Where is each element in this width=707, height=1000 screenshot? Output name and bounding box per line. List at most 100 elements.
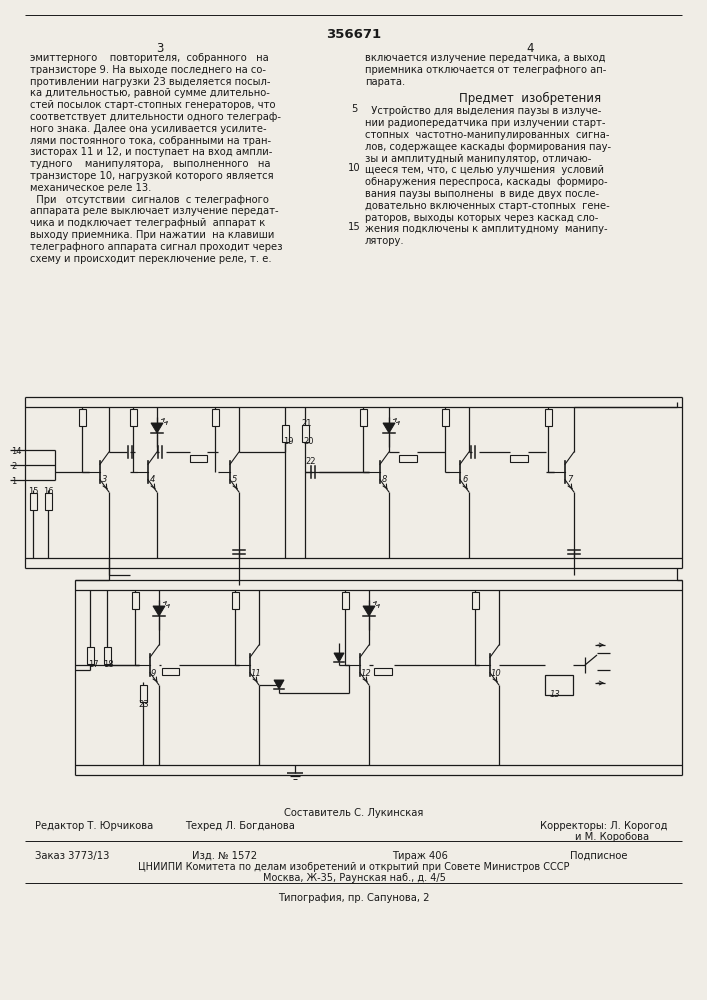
Text: 20: 20 [303, 437, 313, 446]
Text: 5: 5 [232, 475, 238, 484]
Bar [302, 425, 309, 442]
Text: раторов, выходы которых через каскад сло-: раторов, выходы которых через каскад сло… [365, 213, 598, 223]
Text: ка длительностью, равной сумме длительно-: ка длительностью, равной сумме длительно… [30, 88, 270, 98]
Bar [360, 409, 367, 426]
Bar [442, 409, 449, 426]
Text: включается излучение передатчика, а выход: включается излучение передатчика, а выхо… [365, 53, 605, 63]
Text: При   отсутствии  сигналов  с телеграфного: При отсутствии сигналов с телеграфного [30, 195, 269, 205]
Text: Редактор Т. Юрчикова: Редактор Т. Юрчикова [35, 821, 153, 831]
Text: 12: 12 [361, 669, 372, 678]
Text: парата.: парата. [365, 77, 405, 87]
Text: вания паузы выполнены  в виде двух после-: вания паузы выполнены в виде двух после- [365, 189, 599, 199]
Text: ного знака. Далее она усиливается усилите-: ного знака. Далее она усиливается усилит… [30, 124, 267, 134]
Text: лов, содержащее каскады формирования пау-: лов, содержащее каскады формирования пау… [365, 142, 611, 152]
Text: 14: 14 [11, 447, 21, 456]
Text: соответствует длительности одного телеграф-: соответствует длительности одного телегр… [30, 112, 281, 122]
Text: 9: 9 [151, 669, 156, 678]
Text: лями постоянного тока, собранными на тран-: лями постоянного тока, собранными на тра… [30, 136, 271, 146]
Text: 4: 4 [150, 475, 156, 484]
Text: тудного    манипулятора,   выполненного   на: тудного манипулятора, выполненного на [30, 159, 271, 169]
Bar [374, 668, 392, 675]
Polygon shape [334, 653, 344, 662]
Bar [130, 409, 137, 426]
Text: Составитель С. Лукинская: Составитель С. Лукинская [284, 808, 423, 818]
Text: жения подключены к амплитудному  манипу-: жения подключены к амплитудному манипу- [365, 224, 607, 234]
Text: нии радиопередатчика при излучении старт-: нии радиопередатчика при излучении старт… [365, 118, 605, 128]
Polygon shape [274, 680, 284, 689]
Bar [87, 647, 94, 664]
Text: 22: 22 [305, 457, 315, 466]
Text: транзисторе 9. На выходе последнего на со-: транзисторе 9. На выходе последнего на с… [30, 65, 266, 75]
Text: 10: 10 [348, 163, 361, 173]
Text: 3: 3 [102, 475, 107, 484]
Bar [510, 455, 528, 462]
Bar [30, 493, 37, 510]
Polygon shape [383, 423, 395, 433]
Text: механическое реле 13.: механическое реле 13. [30, 183, 151, 193]
Text: 5: 5 [351, 104, 357, 114]
Text: Москва, Ж-35, Раунская наб., д. 4/5: Москва, Ж-35, Раунская наб., д. 4/5 [262, 873, 445, 883]
Text: ЦНИИПИ Комитета по делам изобретений и открытий при Совете Министров СССР: ЦНИИПИ Комитета по делам изобретений и о… [139, 862, 570, 872]
Text: 15: 15 [28, 487, 38, 496]
Text: 356671: 356671 [327, 28, 382, 41]
Text: Изд. № 1572: Изд. № 1572 [192, 851, 257, 861]
Bar [79, 409, 86, 426]
Text: транзисторе 10, нагрузкой которого является: транзисторе 10, нагрузкой которого являе… [30, 171, 274, 181]
Text: приемника отключается от телеграфного ап-: приемника отключается от телеграфного ап… [365, 65, 607, 75]
Bar [232, 592, 239, 609]
Text: Подписное: Подписное [570, 851, 628, 861]
Text: 11: 11 [251, 669, 262, 678]
Polygon shape [363, 606, 375, 616]
Text: выходу приемника. При нажатии  на клавиши: выходу приемника. При нажатии на клавиши [30, 230, 274, 240]
Text: 2: 2 [11, 462, 16, 471]
Text: 18: 18 [103, 660, 114, 669]
Polygon shape [151, 423, 163, 433]
Bar [545, 409, 552, 426]
Text: чика и подключает телеграфный  аппарат к: чика и подключает телеграфный аппарат к [30, 218, 265, 228]
Text: 13: 13 [550, 690, 561, 699]
Text: лятору.: лятору. [365, 236, 404, 246]
Bar [212, 409, 219, 426]
Text: и М. Коробова: и М. Коробова [575, 832, 649, 842]
Bar [162, 668, 179, 675]
Text: телеграфного аппарата сигнал проходит через: телеграфного аппарата сигнал проходит че… [30, 242, 283, 252]
Text: 21: 21 [301, 419, 312, 428]
Text: Предмет  изобретения: Предмет изобретения [459, 92, 601, 105]
Text: 19: 19 [283, 437, 293, 446]
Text: 1: 1 [11, 477, 16, 486]
Polygon shape [153, 606, 165, 616]
Text: 10: 10 [491, 669, 502, 678]
Text: 6: 6 [462, 475, 467, 484]
Text: 15: 15 [348, 222, 361, 232]
Text: стопных  частотно-манипулированных  сигна-: стопных частотно-манипулированных сигна- [365, 130, 609, 140]
Bar [104, 647, 111, 664]
Text: Тираж 406: Тираж 406 [392, 851, 448, 861]
Text: стей посылок старт-стопных генераторов, что: стей посылок старт-стопных генераторов, … [30, 100, 276, 110]
Text: обнаружения переспроса, каскады  формиро-: обнаружения переспроса, каскады формиро- [365, 177, 607, 187]
Text: аппарата реле выключает излучение передат-: аппарата реле выключает излучение переда… [30, 206, 279, 216]
Text: Типография, пр. Сапунова, 2: Типография, пр. Сапунова, 2 [279, 893, 430, 903]
Text: зы и амплитудный манипулятор, отличаю-: зы и амплитудный манипулятор, отличаю- [365, 154, 591, 164]
Text: эмиттерного    повторителя,  собранного   на: эмиттерного повторителя, собранного на [30, 53, 269, 63]
Text: Заказ 3773/13: Заказ 3773/13 [35, 851, 110, 861]
Bar [342, 592, 349, 609]
Text: 3: 3 [156, 42, 164, 55]
Bar [140, 685, 147, 702]
Bar [545, 675, 573, 695]
Text: довательно включенных старт-стопных  гене-: довательно включенных старт-стопных гене… [365, 201, 609, 211]
Text: 16: 16 [43, 487, 54, 496]
Text: схему и происходит переключение реле, т. е.: схему и происходит переключение реле, т.… [30, 254, 271, 264]
Text: 8: 8 [382, 475, 387, 484]
Text: 17: 17 [88, 660, 98, 669]
Text: противлении нагрузки 23 выделяется посыл-: противлении нагрузки 23 выделяется посыл… [30, 77, 271, 87]
Text: 4: 4 [526, 42, 534, 55]
Text: 7: 7 [567, 475, 573, 484]
Text: Устройство для выделения паузы в излуче-: Устройство для выделения паузы в излуче- [365, 106, 602, 116]
Text: зисторах 11 и 12, и поступает на вход ампли-: зисторах 11 и 12, и поступает на вход ам… [30, 147, 272, 157]
Bar [472, 592, 479, 609]
Bar [190, 455, 207, 462]
Bar [399, 455, 417, 462]
Text: щееся тем, что, с целью улучшения  условий: щееся тем, что, с целью улучшения услови… [365, 165, 604, 175]
Text: 23: 23 [138, 700, 148, 709]
Bar [282, 425, 289, 442]
